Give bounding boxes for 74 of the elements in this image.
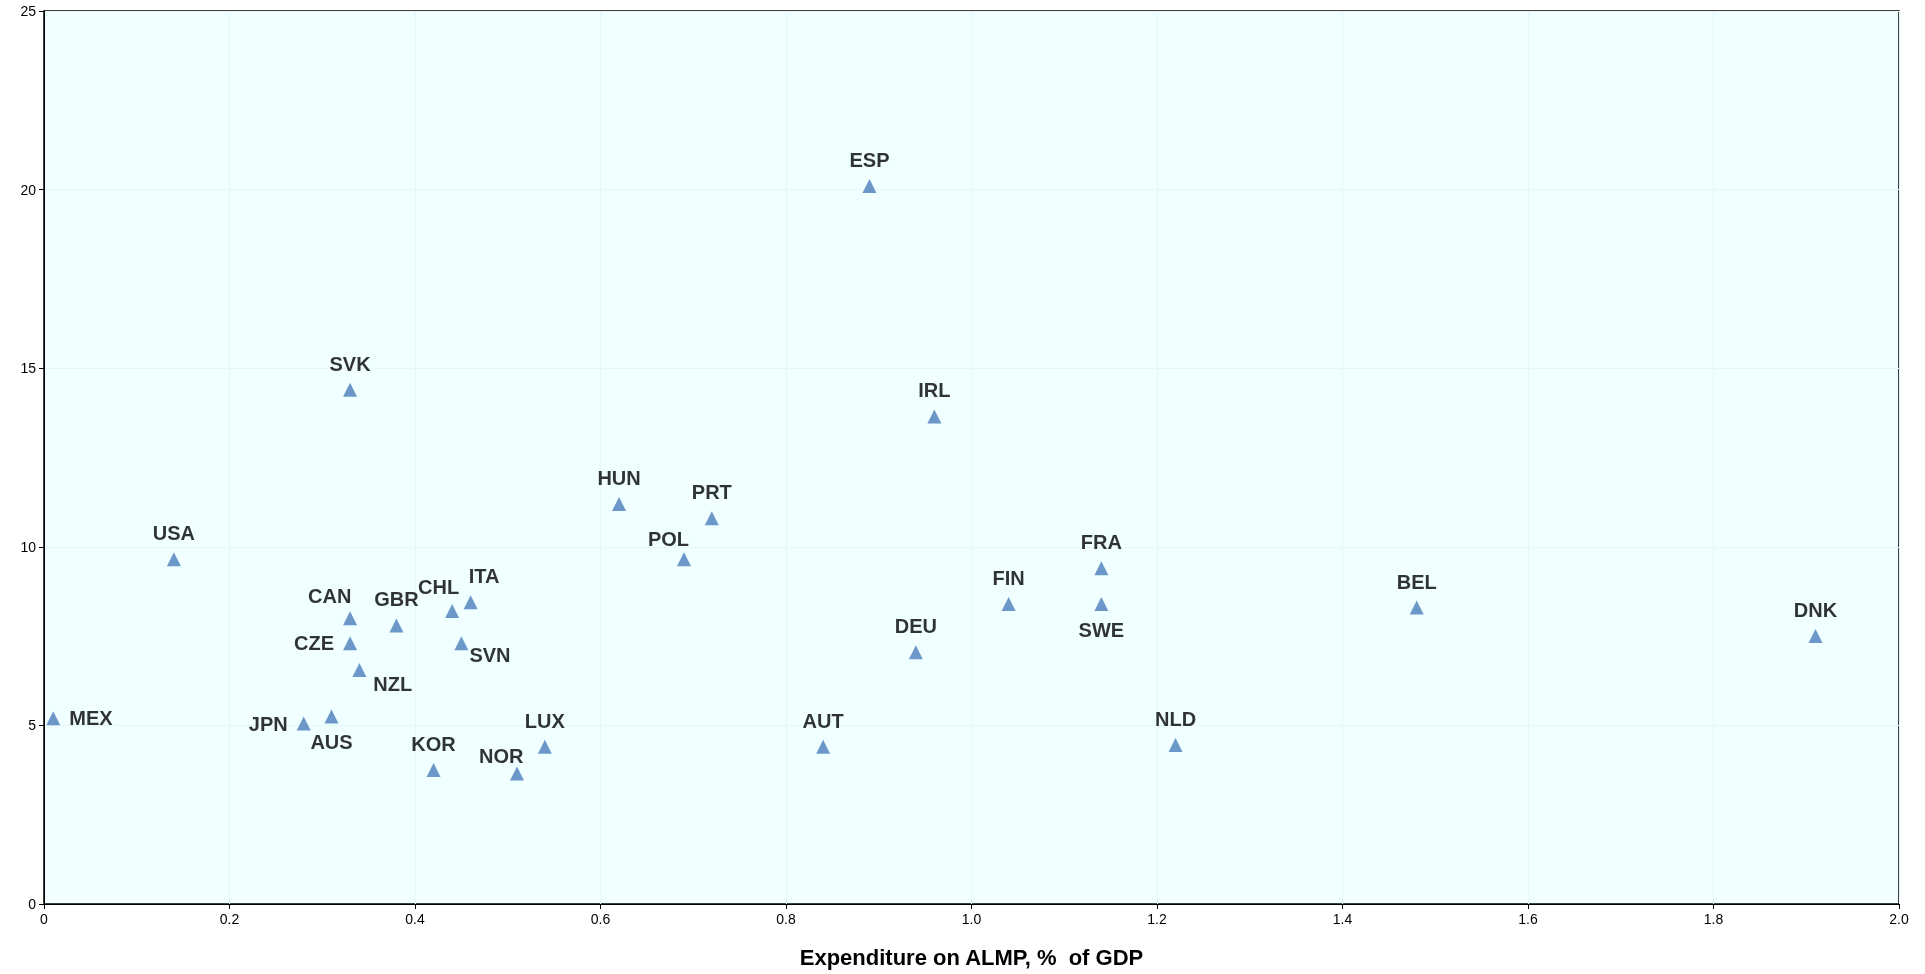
- annotation: PRT: [691, 481, 732, 504]
- x-tick-label: 1.0: [961, 911, 982, 927]
- annotation: CAN: [308, 585, 352, 608]
- point: [510, 766, 525, 781]
- x-tick-label: 1.6: [1518, 911, 1538, 927]
- point: [426, 763, 441, 778]
- annotation: GBR: [374, 588, 420, 611]
- annotation: AUT: [802, 709, 844, 732]
- point: [908, 645, 923, 660]
- point: [1808, 629, 1823, 644]
- annotation: SVK: [329, 352, 372, 375]
- annotation: FIN: [992, 566, 1025, 589]
- point: [343, 636, 358, 651]
- point: [454, 636, 469, 651]
- point: [463, 595, 478, 610]
- annotation: NOR: [479, 744, 525, 767]
- annotation: MEX: [69, 707, 114, 730]
- point: [927, 409, 942, 424]
- y-tick-label: 10: [20, 538, 37, 555]
- x-axis-title: Expenditure on ALMP, % of GDP: [799, 944, 1144, 970]
- annotation: DEU: [894, 615, 937, 638]
- annotation: LUX: [524, 709, 566, 732]
- point: [166, 552, 181, 567]
- point: [352, 663, 367, 678]
- annotation: CZE: [294, 632, 335, 655]
- annotation: POL: [647, 528, 690, 551]
- annotation: JPN: [248, 712, 288, 735]
- annotation: HUN: [597, 466, 641, 489]
- point: [296, 716, 311, 731]
- annotation: AUS: [310, 731, 353, 754]
- point: [343, 611, 358, 626]
- annotation: ITA: [468, 565, 500, 588]
- point: [1094, 561, 1109, 576]
- annotation: SWE: [1078, 618, 1125, 641]
- x-tick-label: 2.0: [1889, 911, 1909, 927]
- annotation: IRL: [918, 379, 951, 402]
- point: [343, 382, 358, 397]
- x-tick-label: 1.2: [1147, 911, 1167, 927]
- y-tick-label: 5: [28, 717, 37, 734]
- x-tick-label: 1.8: [1703, 911, 1724, 927]
- annotation: ESP: [849, 149, 890, 172]
- point: [537, 739, 552, 754]
- point: [862, 179, 877, 194]
- x-tick-label: 0.4: [405, 911, 425, 927]
- point: [612, 496, 627, 511]
- x-tick-label: 1.4: [1332, 911, 1353, 927]
- y-tick-label: 25: [20, 3, 37, 19]
- x-tick-label: 0.6: [590, 911, 611, 927]
- point: [676, 552, 691, 567]
- y-tick-label: 0: [28, 896, 37, 912]
- annotation: NZL: [373, 673, 413, 696]
- point: [389, 618, 404, 633]
- x-tick-label: 0: [40, 911, 49, 927]
- annotation: USA: [152, 522, 195, 545]
- annotation: FRA: [1080, 531, 1122, 554]
- point: [1001, 596, 1016, 611]
- point: [46, 711, 61, 726]
- annotation: NLD: [1155, 708, 1197, 731]
- point: [1409, 600, 1424, 615]
- point: [324, 709, 339, 724]
- annotation: DNK: [1793, 599, 1838, 622]
- point: [704, 511, 719, 526]
- annotation: BEL: [1396, 570, 1437, 593]
- point: [445, 604, 460, 619]
- x-tick-label: 0.2: [219, 911, 240, 927]
- point: [1094, 596, 1109, 611]
- annotation: KOR: [411, 733, 457, 756]
- y-tick-label: 20: [20, 181, 37, 198]
- x-tick-label: 0.8: [776, 911, 796, 927]
- annotation: SVN: [469, 644, 511, 667]
- point: [1168, 738, 1183, 753]
- y-tick-label: 15: [20, 360, 37, 377]
- point: [816, 739, 831, 754]
- annotation: CHL: [418, 576, 460, 599]
